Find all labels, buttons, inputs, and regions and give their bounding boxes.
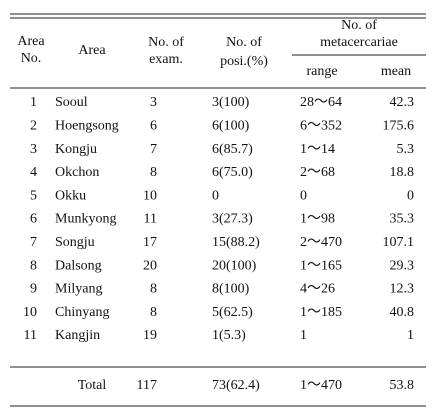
cell: 4 (30, 165, 37, 180)
cell: Hoengsong (55, 119, 119, 134)
cell: 28～64 (300, 95, 342, 110)
cell: 1～185 (300, 305, 342, 320)
cell: 6 (30, 212, 37, 227)
cell: 175.6 (383, 119, 415, 134)
cell: 1 (30, 95, 37, 110)
cell: Milyang (55, 282, 102, 297)
cell: 3 (150, 95, 157, 110)
cell: 6(100) (212, 119, 250, 134)
cell: 1～165 (300, 258, 342, 273)
cell: 3(100) (212, 95, 250, 110)
cell: Dalsong (55, 258, 102, 273)
cell: Okku (55, 188, 86, 203)
cell: 1～98 (300, 212, 335, 227)
header-cell: range (306, 64, 337, 79)
total-cell: 73(62.4) (212, 378, 260, 393)
cell: 8(100) (212, 282, 250, 297)
cell: 42.3 (390, 95, 415, 110)
header-cell: posi.(%) (220, 54, 268, 69)
cell: Kongju (55, 142, 97, 157)
cell: 0 (300, 188, 307, 203)
cell: 12.3 (390, 282, 415, 297)
cell: 11 (144, 212, 157, 227)
cell: 29.3 (390, 258, 415, 273)
cell: 1(5.3) (212, 328, 246, 343)
cell: Munkyong (55, 212, 116, 227)
cell: 3 (30, 142, 37, 157)
cell: 11 (24, 328, 37, 343)
cell: 6(75.0) (212, 165, 253, 180)
cell: 40.8 (390, 305, 415, 320)
cell: 6(85.7) (212, 142, 253, 157)
cell: 0 (212, 188, 219, 203)
cell: 17 (143, 235, 157, 250)
cell: Songju (55, 235, 95, 250)
cell: 5(62.5) (212, 305, 253, 320)
cell: 7 (150, 142, 157, 157)
cell: 8 (30, 258, 37, 273)
total-cell: 117 (137, 378, 157, 393)
cell: 1 (300, 328, 307, 343)
cell: 9 (30, 282, 37, 297)
cell: 35.3 (390, 212, 415, 227)
cell: 1～14 (300, 142, 335, 157)
total-cell: 1～470 (300, 378, 342, 393)
cell: 15(88.2) (212, 235, 260, 250)
cell: 4～26 (300, 282, 335, 297)
cell: 10 (143, 188, 157, 203)
cell: 8 (150, 305, 157, 320)
cell: 2～68 (300, 165, 335, 180)
header-cell: exam. (149, 52, 183, 67)
header-cell: No. of (226, 35, 262, 50)
cell: 20 (143, 258, 157, 273)
cell: Kangjin (55, 328, 100, 343)
header-cell: Area (78, 43, 106, 58)
cell: 0 (407, 188, 414, 203)
cell: 5.3 (397, 142, 415, 157)
cell: Sooul (55, 95, 88, 110)
cell: Chinyang (55, 305, 109, 320)
total-cell: 53.8 (390, 378, 415, 393)
cell: 6～352 (300, 119, 342, 134)
cell: 3(27.3) (212, 212, 253, 227)
cell: 20(100) (212, 258, 257, 273)
cell: 8 (150, 165, 157, 180)
header-cell: No. (21, 51, 42, 66)
cell: 7 (30, 235, 37, 250)
cell: Okchon (55, 165, 99, 180)
total-cell: Total (78, 378, 107, 393)
cell: 5 (30, 188, 37, 203)
cell: 2～470 (300, 235, 342, 250)
cell: 2 (30, 119, 37, 134)
cell: 8 (150, 282, 157, 297)
cell: 1 (407, 328, 414, 343)
header-cell: metacercariae (320, 35, 398, 50)
cell: 6 (150, 119, 157, 134)
cell: 18.8 (390, 165, 415, 180)
cell: 10 (23, 305, 37, 320)
cell: 107.1 (383, 235, 415, 250)
header-cell: No. of (341, 18, 377, 33)
header-cell: Area (17, 34, 45, 49)
header-cell: mean (381, 64, 411, 79)
header-cell: No. of (148, 35, 184, 50)
cell: 19 (143, 328, 157, 343)
